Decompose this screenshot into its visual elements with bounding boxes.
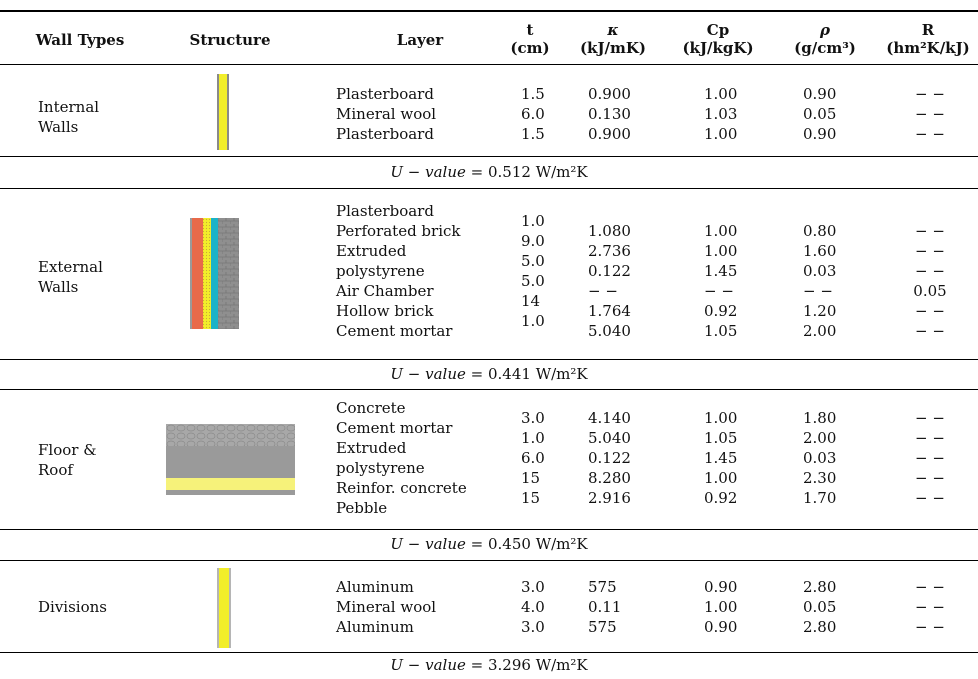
group-name-line1: External: [38, 258, 103, 276]
group-external-cp: 1.00 1.00 1.45 − − 0.92 1.05: [704, 222, 738, 340]
internal-wall-edge-left: [217, 74, 219, 150]
header-t-unit: (cm): [510, 39, 550, 57]
external-wall-structure-icon: [190, 218, 239, 329]
external-wall-hollow-brick: [218, 218, 239, 329]
group-internal-rho: 0.90 0.05 0.90: [803, 85, 837, 143]
group-floor-t: 3.0 1.0 6.0 15 15: [521, 409, 545, 507]
group-divisions-cp: 0.90 1.00 0.90: [704, 578, 738, 636]
floor-pebble-layer: [166, 424, 295, 446]
external-wall-air-chamber: [211, 218, 218, 329]
group-divisions-uvalue: U − value = 3.296 W/m²K: [0, 656, 978, 674]
group-name-line1: Internal: [38, 98, 100, 116]
header-kappa: κ (kJ/mK): [568, 21, 658, 57]
group-internal-walls-name: Internal Walls: [38, 97, 99, 137]
group-external-rho: 0.80 1.60 0.03 − − 1.20 2.00: [803, 222, 837, 340]
floor-reinforced-concrete-layer: [166, 450, 295, 478]
uvalue-number: = 0.441 W/m²K: [470, 365, 588, 383]
group-divisions-t: 3.0 4.0 3.0: [521, 578, 545, 636]
group-external-t: 1.0 9.0 5.0 5.0 14 1.0: [521, 212, 545, 330]
group-floor-cp: 1.00 1.05 1.45 1.00 0.92: [704, 409, 738, 507]
group-external-r: − − − − − − 0.05 − − − −: [913, 222, 947, 340]
group-external-uvalue: U − value = 0.441 W/m²K: [0, 365, 978, 383]
group-external-uvalue-rule: [0, 389, 978, 390]
group-internal-r: − − − − − −: [915, 85, 945, 143]
uvalue-number: = 0.450 W/m²K: [470, 535, 588, 553]
header-r: R (hm²K/kJ): [880, 21, 976, 57]
divisions-structure-icon: [217, 568, 231, 648]
table-top-rule: [0, 10, 978, 12]
internal-wall-edge-right: [227, 74, 229, 150]
header-rho: ρ (g/cm³): [780, 21, 870, 57]
group-floor-roof-name: Floor & Roof: [38, 440, 97, 480]
group-floor-rho: 1.80 2.00 0.03 2.30 1.70: [803, 409, 837, 507]
uvalue-label: U − value: [390, 163, 466, 181]
uvalue-label: U − value: [390, 656, 466, 674]
external-wall-perforated-brick: [192, 218, 203, 329]
floor-concrete-layer: [166, 490, 295, 495]
group-floor-kappa: 4.140 5.040 0.122 8.280 2.916: [588, 409, 631, 507]
header-rho-unit: (g/cm³): [794, 39, 856, 57]
header-cp-unit: (kJ/kgK): [682, 39, 754, 57]
group-external-layers: Plasterboard Perforated brick Extruded p…: [336, 202, 461, 340]
group-floor-uvalue-rule: [0, 560, 978, 561]
header-r-symbol: R: [921, 21, 935, 39]
uvalue-number: = 0.512 W/m²K: [470, 163, 588, 181]
group-divisions-rule: [0, 652, 978, 653]
header-kappa-symbol: κ: [607, 21, 619, 39]
uvalue-label: U − value: [390, 535, 466, 553]
group-internal-t: 1.5 6.0 1.5: [521, 85, 545, 143]
header-t-symbol: t: [526, 21, 534, 39]
header-structure: Structure: [189, 31, 271, 49]
group-floor-layers: Concrete Cement mortar Extruded polystyr…: [336, 399, 467, 517]
floor-roof-structure-icon: [166, 424, 295, 495]
group-name-line2: Walls: [38, 278, 79, 296]
external-wall-polystyrene: [203, 218, 211, 329]
header-bottom-rule: [0, 64, 978, 65]
group-internal-cp: 1.00 1.03 1.00: [704, 85, 738, 143]
group-external-walls-name: External Walls: [38, 257, 103, 297]
header-rho-symbol: ρ: [820, 21, 830, 39]
header-layer: Layer: [396, 31, 444, 49]
division-mineral-wool: [219, 568, 229, 648]
internal-wall-structure-icon: [217, 74, 229, 150]
header-r-unit: (hm²K/kJ): [886, 39, 970, 57]
group-divisions-name: Divisions: [38, 597, 107, 617]
floor-polystyrene-layer: [166, 478, 295, 490]
group-divisions-layers: Aluminum Mineral wool Aluminum: [336, 578, 437, 636]
external-wall-plasterboard: [190, 218, 192, 329]
group-floor-r: − − − − − − − − − −: [915, 409, 945, 507]
group-internal-rule: [0, 156, 978, 157]
group-external-kappa: 1.080 2.736 0.122 − − 1.764 5.040: [588, 222, 631, 340]
header-kappa-unit: (kJ/mK): [579, 39, 647, 57]
header-cp-symbol: Cp: [706, 21, 730, 39]
header-wall-types: Wall Types: [35, 31, 125, 49]
group-divisions-r: − − − − − −: [915, 578, 945, 636]
floor-cement-layer: [166, 446, 295, 450]
header-cp: Cp (kJ/kgK): [668, 21, 768, 57]
division-edge-right: [229, 568, 231, 648]
header-t: t (cm): [500, 21, 560, 57]
group-name-line1: Floor &: [38, 441, 97, 459]
group-name-line2: Walls: [38, 118, 79, 136]
uvalue-label: U − value: [390, 365, 466, 383]
group-internal-uvalue: U − value = 0.512 W/m²K: [0, 163, 978, 181]
group-internal-uvalue-rule: [0, 188, 978, 189]
uvalue-number: = 3.296 W/m²K: [470, 656, 588, 674]
group-divisions-rho: 2.80 0.05 2.80: [803, 578, 837, 636]
group-floor-rule: [0, 529, 978, 530]
group-floor-uvalue: U − value = 0.450 W/m²K: [0, 535, 978, 553]
group-internal-kappa: 0.900 0.130 0.900: [588, 85, 631, 143]
division-edge-left: [217, 568, 219, 648]
group-external-rule: [0, 359, 978, 360]
group-internal-layers: Plasterboard Mineral wool Plasterboard: [336, 85, 437, 143]
internal-wall-insulation: [219, 74, 227, 150]
group-divisions-kappa: 575 0.11 575: [588, 578, 622, 636]
group-name-line2: Roof: [38, 461, 73, 479]
group-name-line1: Divisions: [38, 598, 107, 616]
